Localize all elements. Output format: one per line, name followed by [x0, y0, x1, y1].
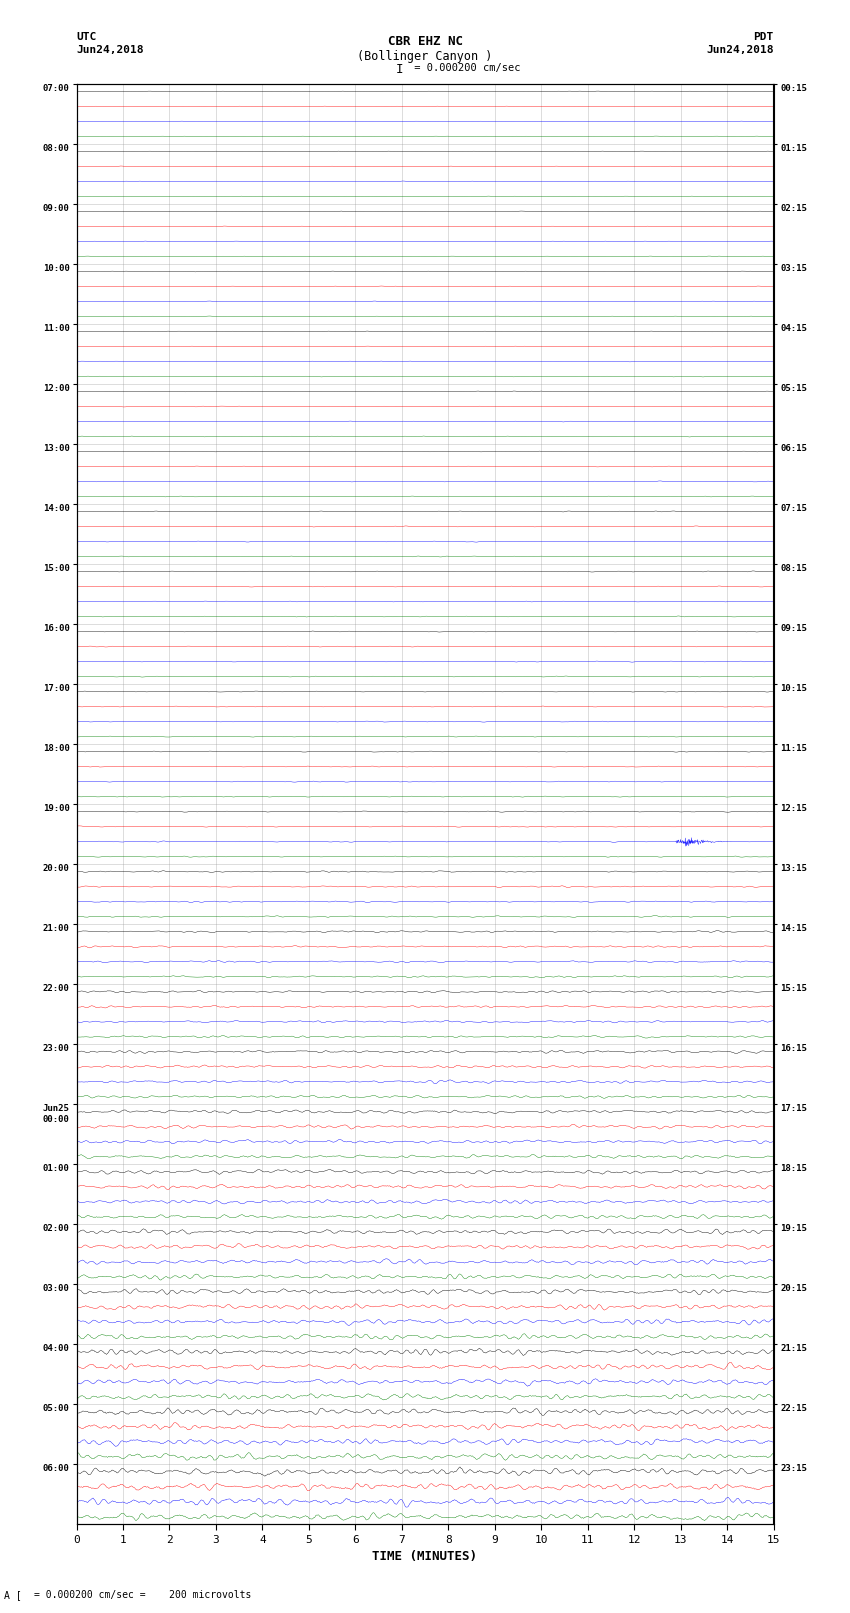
Text: (Bollinger Canyon ): (Bollinger Canyon )	[357, 50, 493, 63]
Text: = 0.000200 cm/sec: = 0.000200 cm/sec	[408, 63, 520, 73]
Text: Jun24,2018: Jun24,2018	[76, 45, 144, 55]
Text: Jun24,2018: Jun24,2018	[706, 45, 774, 55]
Text: A [: A [	[4, 1590, 22, 1600]
Text: = 0.000200 cm/sec =    200 microvolts: = 0.000200 cm/sec = 200 microvolts	[34, 1590, 252, 1600]
Text: UTC: UTC	[76, 32, 97, 42]
X-axis label: TIME (MINUTES): TIME (MINUTES)	[372, 1550, 478, 1563]
Text: PDT: PDT	[753, 32, 774, 42]
Text: I: I	[396, 63, 403, 76]
Text: CBR EHZ NC: CBR EHZ NC	[388, 35, 462, 48]
